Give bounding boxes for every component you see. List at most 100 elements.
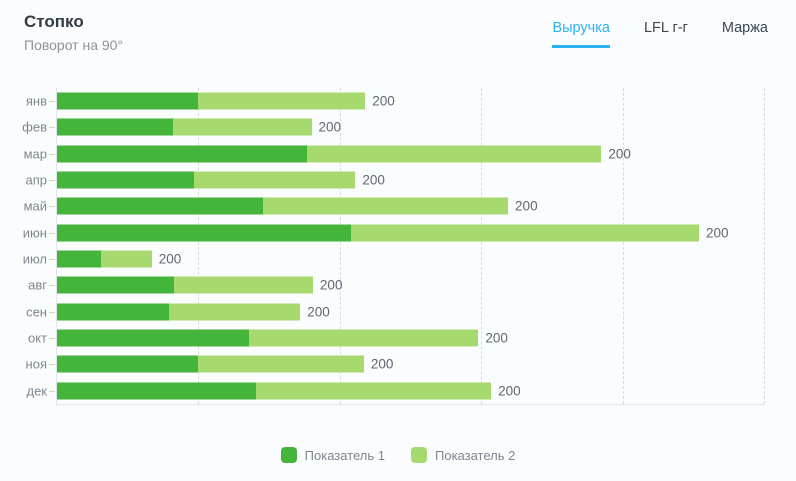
chart-row: ноя 200 bbox=[0, 351, 796, 377]
axis-tick bbox=[49, 285, 55, 287]
bar-segment-series2[interactable] bbox=[100, 250, 152, 268]
axis-tick bbox=[49, 153, 55, 155]
tab-bar: Выручка LFL г-г Маржа bbox=[552, 12, 768, 48]
tab-margin[interactable]: Маржа bbox=[721, 20, 768, 36]
bar-value-label: 200 bbox=[307, 304, 330, 320]
category-label: авг bbox=[28, 277, 47, 293]
bar-value-label: 200 bbox=[158, 251, 182, 267]
category-label: окт bbox=[27, 330, 47, 346]
stacked-bar: 200 bbox=[57, 276, 342, 294]
stacked-bar: 200 bbox=[57, 224, 729, 242]
bar-value-label: 200 bbox=[318, 119, 342, 135]
bar-value-label: 200 bbox=[372, 93, 395, 109]
bar-value-label: 200 bbox=[515, 198, 538, 214]
bar-segment-series1[interactable] bbox=[57, 355, 199, 373]
tab-lfl-yoy[interactable]: LFL г-г bbox=[643, 20, 688, 36]
stacked-bar: 200 bbox=[57, 303, 330, 321]
category-label: июн bbox=[22, 225, 47, 241]
chart-row: июн 200 bbox=[0, 220, 796, 246]
chart-row: фев 200 bbox=[0, 114, 796, 140]
chart-row: май 200 bbox=[0, 193, 796, 219]
category-label: июл bbox=[22, 251, 47, 267]
bar-segment-series2[interactable] bbox=[256, 382, 492, 400]
bar-rows: янв 200 фев 200 мар 200 апр 200 май 200 июн 200 июл 2… bbox=[0, 88, 796, 404]
axis-tick bbox=[49, 364, 55, 366]
category-label: янв bbox=[25, 93, 47, 109]
gridline bbox=[198, 88, 200, 404]
axis-tick bbox=[49, 180, 55, 182]
category-label: сен bbox=[26, 304, 47, 320]
header: Стопко Поворот на 90° Выручка LFL г-г Ма… bbox=[24, 12, 768, 53]
bar-segment-series1[interactable] bbox=[57, 250, 101, 268]
title-block: Стопко Поворот на 90° bbox=[24, 12, 123, 53]
gridline bbox=[481, 88, 483, 404]
gridline bbox=[622, 88, 624, 404]
bar-segment-series1[interactable] bbox=[57, 145, 308, 163]
bar-segment-series1[interactable] bbox=[57, 276, 175, 294]
bar-value-label: 200 bbox=[608, 146, 631, 162]
stacked-bar: 200 bbox=[57, 118, 342, 136]
bar-value-label: 200 bbox=[370, 356, 394, 372]
bar-segment-series2[interactable] bbox=[172, 118, 312, 136]
gridline bbox=[764, 88, 765, 404]
legend-label: Показатель 2 bbox=[435, 447, 516, 463]
category-label: май bbox=[23, 198, 47, 214]
page-title: Стопко bbox=[24, 12, 84, 31]
category-label: мар bbox=[23, 146, 47, 162]
bar-value-label: 200 bbox=[705, 225, 729, 241]
chart-row: июл 200 bbox=[0, 246, 796, 272]
legend-item-series2[interactable]: Показатель 2 bbox=[411, 447, 515, 463]
category-label: фев bbox=[22, 119, 47, 135]
category-label: дек bbox=[26, 383, 47, 399]
stacked-bar: 200 bbox=[57, 382, 521, 400]
bar-segment-series2[interactable] bbox=[198, 92, 366, 110]
legend-label: Показатель 1 bbox=[304, 447, 385, 463]
stacked-bar: 200 bbox=[57, 171, 385, 189]
tab-revenue[interactable]: Выручка bbox=[552, 20, 610, 48]
bar-segment-series1[interactable] bbox=[57, 197, 264, 215]
axis-tick bbox=[49, 259, 55, 261]
axis-tick bbox=[49, 232, 55, 234]
page-subtitle: Поворот на 90° bbox=[24, 37, 124, 53]
bar-segment-series2[interactable] bbox=[307, 145, 602, 163]
category-label: ноя bbox=[25, 356, 47, 372]
gridline bbox=[339, 88, 341, 404]
bar-segment-series2[interactable] bbox=[351, 224, 699, 242]
axis-tick bbox=[49, 390, 55, 392]
bar-segment-series2[interactable] bbox=[194, 171, 356, 189]
bar-segment-series1[interactable] bbox=[57, 329, 250, 347]
stacked-bar: 200 bbox=[57, 92, 395, 110]
bar-segment-series2[interactable] bbox=[174, 276, 313, 294]
legend-item-series1[interactable]: Показатель 1 bbox=[280, 447, 385, 463]
stacked-bar: 200 bbox=[57, 250, 182, 268]
bar-segment-series1[interactable] bbox=[57, 382, 257, 400]
chart-row: мар 200 bbox=[0, 141, 796, 167]
bar-segment-series2[interactable] bbox=[249, 329, 479, 347]
bar-segment-series1[interactable] bbox=[57, 92, 199, 110]
axis-tick bbox=[49, 127, 55, 129]
bar-segment-series2[interactable] bbox=[263, 197, 509, 215]
stacked-bar: 200 bbox=[57, 145, 631, 163]
bar-value-label: 200 bbox=[498, 383, 521, 399]
chart-row: янв 200 bbox=[0, 88, 796, 114]
stacked-bar: 200 bbox=[57, 329, 508, 347]
category-label: апр bbox=[25, 172, 48, 188]
chart-row: окт 200 bbox=[0, 325, 796, 351]
plot-area bbox=[56, 88, 765, 405]
bar-value-label: 200 bbox=[362, 172, 385, 188]
chart-row: сен 200 bbox=[0, 299, 796, 325]
axis-tick bbox=[49, 311, 55, 313]
legend: Показатель 1 Показатель 2 bbox=[0, 447, 796, 463]
series2-swatch-icon bbox=[411, 447, 427, 463]
bar-segment-series1[interactable] bbox=[57, 224, 352, 242]
bar-value-label: 200 bbox=[485, 330, 508, 346]
bar-segment-series2[interactable] bbox=[198, 355, 364, 373]
bar-segment-series1[interactable] bbox=[57, 303, 169, 321]
bar-segment-series1[interactable] bbox=[57, 171, 195, 189]
bar-segment-series2[interactable] bbox=[168, 303, 301, 321]
axis-tick bbox=[49, 338, 55, 340]
stacked-bar: 200 bbox=[57, 197, 538, 215]
stacked-bar: 200 bbox=[57, 355, 394, 373]
bar-segment-series1[interactable] bbox=[57, 118, 173, 136]
